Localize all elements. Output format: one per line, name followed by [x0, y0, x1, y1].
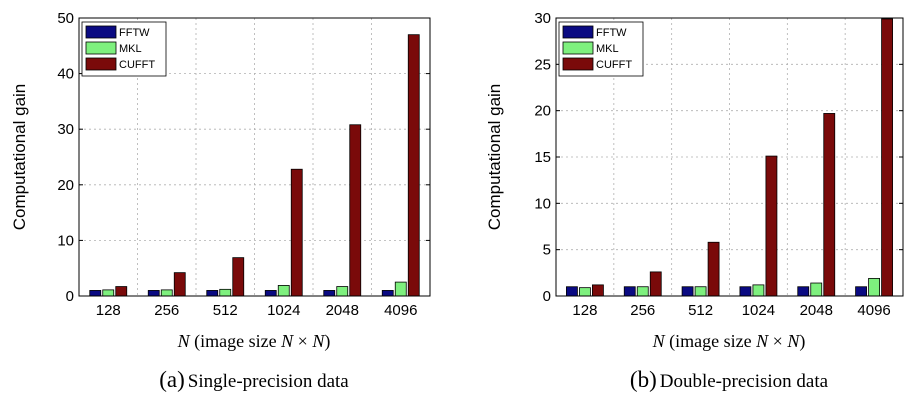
bar-mkl-1024	[752, 284, 765, 297]
y-tick-label: 20	[57, 177, 74, 194]
subfigure-caption: (b) Double-precision data	[630, 367, 829, 392]
x-tick-label: 512	[688, 302, 713, 319]
y-tick-label: 30	[57, 121, 74, 138]
y-tick-label: 0	[543, 288, 551, 305]
bar-mkl-256	[636, 286, 649, 297]
x-axis-label: N (image size N × N)	[177, 331, 331, 352]
x-tick-label: 512	[213, 302, 238, 319]
x-tick-label: 4096	[857, 302, 890, 319]
y-tick-label: 15	[534, 149, 551, 166]
bar-mkl-512	[219, 288, 232, 297]
bar-cufft-128	[115, 286, 128, 297]
bar-fftw-1024	[264, 290, 277, 297]
bar-fftw-128	[89, 290, 102, 297]
bar-fftw-4096	[855, 286, 867, 297]
bar-mkl-4096	[868, 277, 880, 297]
axes-frame	[78, 17, 431, 297]
bar-mkl-128	[102, 289, 115, 297]
x-tick-label: 256	[630, 302, 655, 319]
bar-fftw-4096	[381, 290, 394, 297]
legend-swatch-cufft	[85, 57, 117, 71]
x-axis-label: N (image size N × N)	[652, 331, 806, 352]
subfigure-caption: (a) Single-precision data	[159, 367, 349, 392]
bar-mkl-4096	[394, 281, 407, 297]
bar-fftw-1024	[739, 286, 752, 297]
x-tick-label: 4096	[384, 302, 417, 319]
bar-cufft-1024	[290, 168, 303, 297]
legend-label-fftw: FFTW	[119, 27, 150, 39]
bar-mkl-128	[579, 287, 591, 297]
bar-cufft-4096	[881, 18, 893, 297]
bar-cufft-256	[173, 272, 186, 297]
chart-panel-a: 0 10 20 30 40 50 128 256 512 1024 2048 4096 Computat…	[10, 10, 431, 392]
legend-swatch-fftw	[85, 25, 117, 39]
bar-mkl-512	[694, 286, 707, 297]
legend-label-cufft: CUFFT	[596, 59, 632, 71]
y-tick-label: 10	[57, 232, 74, 249]
x-tick-label: 2048	[800, 302, 833, 319]
bar-cufft-2048	[349, 124, 362, 297]
bar-mkl-256	[160, 289, 173, 297]
bar-mkl-2048	[336, 286, 349, 297]
bar-cufft-128	[592, 284, 604, 297]
y-tick-label: 10	[534, 195, 551, 212]
legend-label-mkl: MKL	[119, 43, 142, 55]
y-tick-label: 30	[534, 10, 551, 27]
y-tick-label: 5	[543, 242, 551, 259]
y-tick-label: 25	[534, 56, 551, 73]
bar-fftw-256	[147, 290, 160, 297]
chart-panel-b: 0 5 10 15 20 25 30 128 256 512 1024 2048 4096 Computa…	[485, 10, 904, 392]
bar-mkl-2048	[810, 282, 823, 297]
y-axis-label: Computational gain	[10, 84, 29, 230]
bar-fftw-2048	[797, 286, 810, 297]
bar-cufft-256	[649, 271, 662, 297]
bar-fftw-2048	[323, 290, 336, 297]
legend: FFTW MKL CUFFT	[81, 21, 167, 77]
y-tick-label: 20	[534, 103, 551, 120]
bar-fftw-256	[623, 286, 636, 297]
bar-fftw-512	[681, 286, 694, 297]
bar-cufft-2048	[823, 113, 836, 297]
legend-swatch-mkl	[85, 41, 117, 55]
bar-fftw-128	[566, 286, 578, 297]
bar-cufft-1024	[765, 155, 778, 297]
y-tick-label: 40	[57, 66, 74, 83]
legend-swatch-mkl	[562, 41, 594, 55]
bar-cufft-4096	[407, 34, 420, 297]
legend-label-fftw: FFTW	[596, 27, 627, 39]
y-axis-label: Computational gain	[485, 84, 504, 230]
legend-swatch-cufft	[562, 57, 594, 71]
x-tick-label: 2048	[326, 302, 359, 319]
x-tick-label: 1024	[267, 302, 300, 319]
x-tick-label: 128	[96, 302, 121, 319]
x-tick-label: 256	[154, 302, 179, 319]
bar-fftw-512	[206, 290, 219, 297]
bar-mkl-1024	[277, 285, 290, 297]
x-tick-label: 128	[572, 302, 597, 319]
y-tick-label: 0	[66, 288, 74, 305]
y-tick-label: 50	[57, 10, 74, 27]
legend-swatch-fftw	[562, 25, 594, 39]
x-tick-label: 1024	[742, 302, 775, 319]
legend-label-mkl: MKL	[596, 43, 619, 55]
bar-cufft-512	[707, 241, 720, 297]
bar-cufft-512	[232, 257, 245, 297]
legend: FFTW MKL CUFFT	[558, 21, 644, 77]
legend-label-cufft: CUFFT	[119, 59, 155, 71]
